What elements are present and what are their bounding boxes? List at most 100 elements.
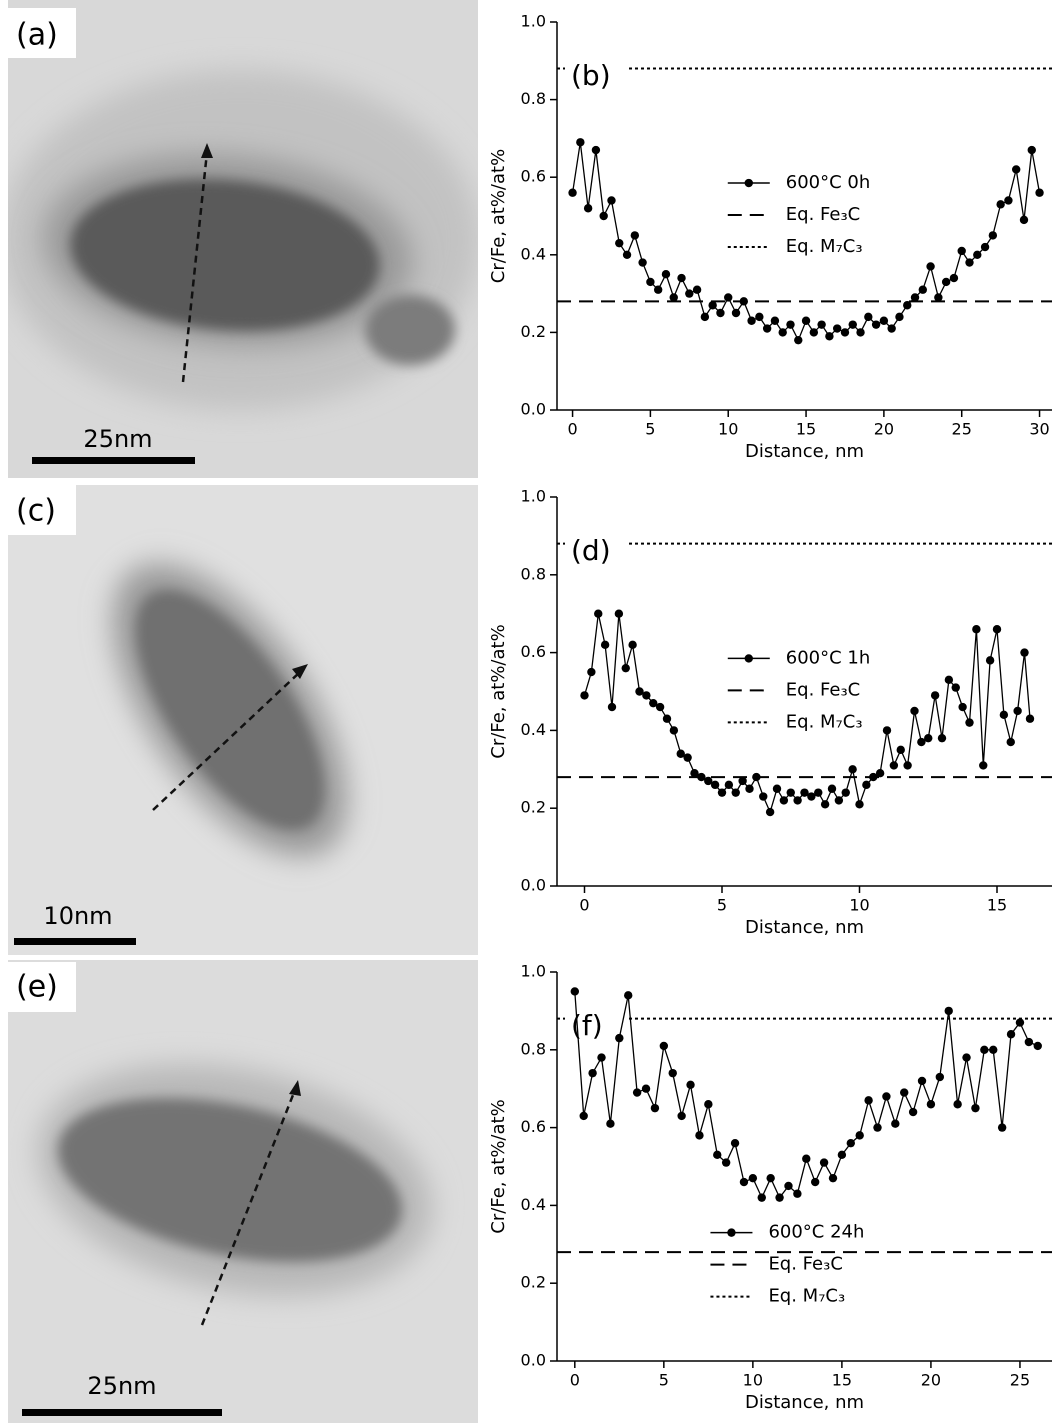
y-tick-label: 0.2 xyxy=(521,1273,546,1292)
data-point xyxy=(713,1150,722,1160)
data-point xyxy=(862,780,871,790)
x-tick-label: 5 xyxy=(659,1371,669,1390)
data-point xyxy=(1025,714,1035,723)
tem-image-a xyxy=(8,0,478,478)
data-point xyxy=(875,768,885,778)
data-point xyxy=(999,710,1009,720)
data-point xyxy=(607,196,616,205)
data-point xyxy=(889,761,899,770)
data-point xyxy=(778,328,787,337)
data-point xyxy=(580,691,589,700)
data-point xyxy=(1020,648,1029,657)
data-point xyxy=(784,1181,793,1191)
data-point xyxy=(814,788,823,797)
x-tick-label: 15 xyxy=(796,420,816,439)
data-point xyxy=(944,1006,953,1016)
data-point xyxy=(848,320,857,329)
x-tick-label: 5 xyxy=(645,420,655,439)
legend-label: Eq. Fe₃C xyxy=(786,679,860,700)
data-point xyxy=(957,246,966,256)
data-point xyxy=(685,289,694,298)
data-point xyxy=(832,324,842,333)
data-point xyxy=(583,204,593,213)
y-tick-label: 0.0 xyxy=(521,876,546,895)
data-point xyxy=(570,987,580,996)
data-point xyxy=(1019,215,1029,225)
legend-marker xyxy=(727,1228,736,1237)
data-point xyxy=(819,1158,829,1167)
scale-bar xyxy=(32,457,195,464)
tem-image-e xyxy=(8,960,478,1423)
data-point xyxy=(621,663,630,673)
x-tick-label: 0 xyxy=(579,896,589,915)
scale-bar-label: 25nm xyxy=(83,425,152,453)
data-point xyxy=(624,991,633,1000)
data-point xyxy=(856,328,865,337)
y-tick-label: 0.2 xyxy=(521,322,546,341)
label-bg xyxy=(8,962,76,1012)
data-point xyxy=(926,262,935,271)
y-tick-label: 0.0 xyxy=(521,1351,546,1370)
data-point xyxy=(944,675,954,685)
data-point xyxy=(1006,737,1015,747)
data-point xyxy=(686,1080,695,1090)
y-axis-label: Cr/Fe, at%/at% xyxy=(488,1099,509,1233)
data-point xyxy=(918,285,928,294)
data-point xyxy=(745,784,754,793)
data-point xyxy=(731,788,740,797)
label-bg xyxy=(8,8,76,58)
data-point xyxy=(622,250,632,259)
data-point xyxy=(910,706,919,716)
x-tick-label: 10 xyxy=(743,1371,763,1390)
data-point xyxy=(597,1053,606,1062)
data-point xyxy=(669,726,679,735)
data-point xyxy=(882,1092,891,1101)
data-point xyxy=(748,1173,758,1183)
legend-marker xyxy=(744,654,753,663)
data-point xyxy=(638,258,647,267)
data-point xyxy=(958,702,967,712)
data-point xyxy=(724,293,733,302)
data-point xyxy=(855,1131,864,1140)
x-tick-label: 25 xyxy=(952,420,972,439)
data-point xyxy=(655,702,665,712)
data-point xyxy=(676,749,685,758)
data-point xyxy=(747,316,756,325)
data-point xyxy=(677,1111,686,1121)
x-tick-label: 25 xyxy=(1010,1371,1030,1390)
data-point xyxy=(779,796,789,805)
data-point xyxy=(600,640,610,650)
data-point xyxy=(649,698,658,708)
data-point xyxy=(864,312,873,322)
legend-label: 600°C 1h xyxy=(786,647,871,668)
data-point xyxy=(650,1103,660,1113)
y-tick-label: 0.4 xyxy=(521,1195,546,1214)
data-point xyxy=(646,277,655,287)
data-point xyxy=(965,258,974,267)
data-point xyxy=(786,788,795,797)
data-point xyxy=(576,138,585,147)
data-point xyxy=(615,238,624,248)
data-point xyxy=(924,733,933,743)
panel-label: (d) xyxy=(571,534,611,567)
x-tick-label: 5 xyxy=(717,896,727,915)
data-point xyxy=(607,702,617,712)
data-point xyxy=(979,761,988,770)
panel-label: (c) xyxy=(16,494,56,529)
data-point xyxy=(903,761,912,770)
data-point xyxy=(683,753,692,762)
data-point xyxy=(759,792,768,801)
y-tick-label: 0.8 xyxy=(521,89,546,108)
data-point xyxy=(695,1131,704,1140)
data-point xyxy=(630,231,640,240)
data-point xyxy=(757,1193,766,1202)
data-point xyxy=(891,1119,900,1128)
legend-label: 600°C 0h xyxy=(786,172,871,193)
series xyxy=(568,138,1044,345)
data-point xyxy=(937,733,947,743)
data-point xyxy=(765,807,775,817)
data-point xyxy=(841,788,850,797)
data-point xyxy=(615,1033,624,1043)
data-point xyxy=(668,1068,677,1078)
